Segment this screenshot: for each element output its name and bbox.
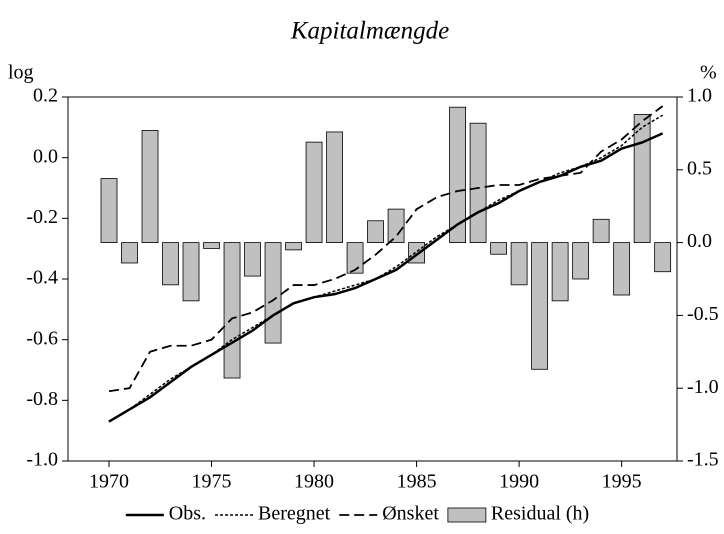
y2-tick-label: 0.0 bbox=[687, 230, 712, 252]
y2-tick-label: 0.5 bbox=[687, 157, 712, 179]
y-tick-label: -1.0 bbox=[26, 449, 58, 471]
y-tick-label: -0.2 bbox=[26, 206, 58, 228]
chart-title: Kapitalmængde bbox=[290, 18, 449, 45]
legend-label: Beregnet bbox=[258, 503, 331, 525]
x-tick-label: 1990 bbox=[499, 471, 539, 493]
bar bbox=[387, 208, 405, 243]
y-tick-label: -0.6 bbox=[26, 327, 58, 349]
bar bbox=[592, 218, 610, 244]
bar bbox=[203, 242, 220, 249]
legend-label: Obs. bbox=[169, 503, 206, 525]
y2-tick-label: -1.5 bbox=[687, 449, 719, 471]
bar bbox=[551, 242, 569, 302]
bar bbox=[285, 242, 302, 251]
bar bbox=[654, 242, 672, 273]
bar bbox=[326, 131, 343, 243]
legend-swatch bbox=[447, 507, 487, 523]
bar bbox=[141, 130, 159, 244]
x-tick-label: 1975 bbox=[192, 471, 232, 493]
bar bbox=[613, 242, 631, 296]
y2-tick-label: -1.0 bbox=[687, 376, 719, 398]
y-axis-label: log bbox=[8, 62, 34, 84]
bar bbox=[305, 141, 323, 243]
bar bbox=[100, 178, 118, 243]
legend-label: Residual (h) bbox=[491, 503, 589, 525]
bar bbox=[490, 242, 508, 255]
y2-axis-label: % bbox=[700, 62, 717, 84]
bar bbox=[633, 114, 651, 244]
legend-label: Ønsket bbox=[382, 503, 439, 525]
bar bbox=[162, 242, 179, 286]
bar bbox=[244, 242, 261, 277]
bar bbox=[264, 242, 282, 344]
bar bbox=[182, 242, 200, 302]
x-tick-label: 1985 bbox=[397, 471, 437, 493]
y-tick-label: 0.0 bbox=[33, 145, 58, 167]
y-tick-label: -0.4 bbox=[26, 267, 58, 289]
bar bbox=[510, 242, 528, 286]
bar bbox=[367, 220, 384, 243]
bar bbox=[121, 242, 138, 264]
bar bbox=[572, 242, 590, 280]
bar bbox=[469, 122, 487, 243]
y2-tick-label: 1.0 bbox=[687, 85, 712, 107]
y-tick-label: 0.2 bbox=[33, 85, 58, 107]
y2-tick-label: -0.5 bbox=[687, 303, 719, 325]
bar bbox=[531, 242, 549, 370]
bar bbox=[223, 242, 241, 379]
bar bbox=[346, 242, 364, 274]
x-tick-label: 1980 bbox=[294, 471, 334, 493]
x-tick-label: 1995 bbox=[602, 471, 642, 493]
bar bbox=[449, 106, 466, 244]
y-tick-label: -0.8 bbox=[26, 388, 58, 410]
line bbox=[108, 114, 664, 423]
x-tick-label: 1970 bbox=[89, 471, 129, 493]
